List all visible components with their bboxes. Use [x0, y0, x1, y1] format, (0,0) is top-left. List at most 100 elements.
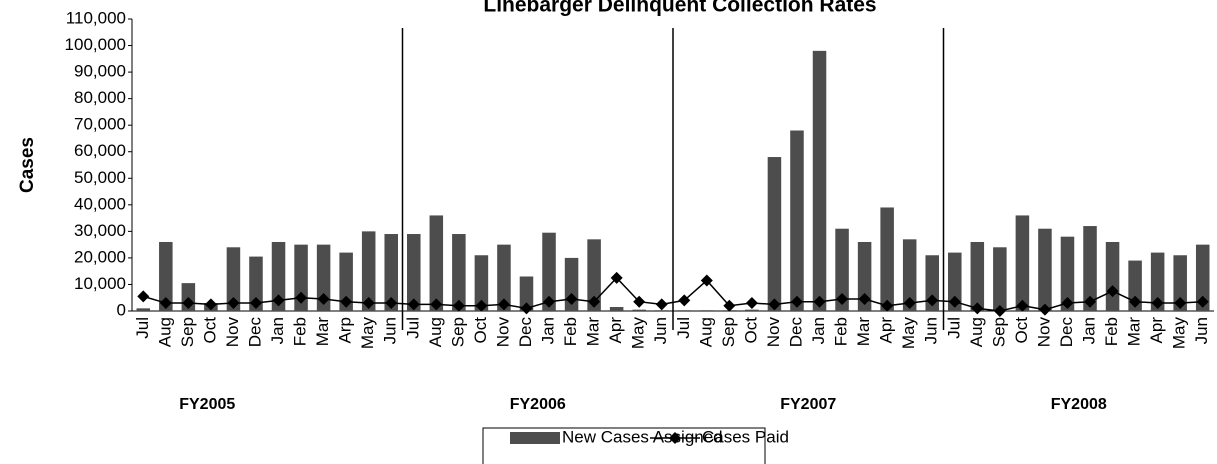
x-tick-label: Jan	[809, 317, 828, 344]
x-tick-label: Oct	[1012, 317, 1031, 344]
marker	[182, 297, 195, 310]
marker	[993, 305, 1006, 317]
x-tick-label: Dec	[516, 317, 535, 348]
bar	[857, 241, 872, 311]
x-tick-label: Apr	[1147, 317, 1166, 344]
bar	[159, 241, 173, 311]
bar	[654, 310, 669, 311]
marker	[430, 298, 443, 311]
marker	[610, 271, 623, 284]
bar	[474, 255, 489, 311]
bar	[497, 244, 511, 311]
x-tick-label: Dec	[245, 317, 264, 348]
marker	[227, 297, 240, 310]
bar	[948, 252, 962, 311]
marker	[926, 294, 939, 307]
x-tick-label: Nov	[764, 317, 783, 348]
marker	[903, 297, 916, 310]
x-tick-label: Mar	[313, 317, 332, 347]
bar	[790, 130, 804, 311]
x-tick-label: May	[1170, 317, 1189, 350]
x-tick-label: Aug	[155, 317, 174, 347]
marker	[340, 295, 353, 308]
legend-swatch	[510, 432, 560, 444]
group-label: FY2006	[510, 396, 566, 413]
legend-marker	[669, 432, 681, 444]
x-tick-label: Nov	[493, 317, 512, 348]
marker	[813, 295, 826, 308]
x-tick-label: Feb	[832, 317, 851, 346]
bar	[1128, 260, 1142, 311]
marker	[1196, 295, 1209, 308]
bar	[249, 256, 263, 311]
x-tick-label: Jul	[403, 317, 422, 339]
group-label: FY2005	[179, 396, 235, 413]
bar	[407, 234, 421, 311]
marker	[1106, 285, 1119, 298]
marker	[655, 298, 668, 311]
bar	[1173, 255, 1187, 311]
marker	[790, 295, 803, 308]
bar	[339, 252, 353, 311]
chart-title: Linebarger Delinquent Collection Rates	[483, 0, 876, 17]
marker	[1016, 299, 1029, 312]
marker	[745, 297, 758, 310]
bar	[587, 239, 601, 311]
bar	[519, 276, 534, 311]
bar	[452, 234, 466, 311]
marker	[407, 298, 420, 311]
marker	[948, 295, 961, 308]
bar	[384, 234, 398, 311]
x-tick-label: Sep	[989, 317, 1008, 347]
x-tick-label: Mar	[854, 317, 873, 347]
marker	[249, 297, 262, 310]
y-tick-label: 50,000	[74, 168, 126, 187]
bar	[1060, 236, 1075, 311]
bar	[745, 309, 759, 311]
marker	[272, 294, 285, 307]
bar	[294, 244, 308, 311]
marker	[295, 291, 308, 304]
x-tick-label: Oct	[200, 317, 219, 344]
x-tick-label: Aug	[696, 317, 715, 347]
bar	[767, 157, 782, 311]
x-tick-label: Sep	[448, 317, 467, 347]
x-tick-label: Jun	[922, 317, 941, 344]
x-tick-label: Jul	[674, 317, 693, 339]
marker	[543, 295, 556, 308]
marker	[497, 298, 510, 311]
x-tick-label: Oct	[471, 317, 490, 344]
marker	[858, 293, 871, 306]
x-tick-label: Arp	[336, 317, 355, 343]
x-tick-label: Jun	[381, 317, 400, 344]
marker	[1061, 297, 1074, 310]
marker	[362, 297, 375, 310]
bar	[136, 308, 151, 311]
y-tick-label: 40,000	[74, 194, 126, 213]
x-tick-label: May	[358, 317, 377, 350]
y-tick-label: 100,000	[65, 35, 126, 54]
x-tick-label: Jan	[268, 317, 287, 344]
bar	[902, 239, 917, 311]
x-tick-label: Apr	[877, 317, 896, 344]
marker	[700, 274, 713, 287]
bar	[970, 241, 985, 311]
x-tick-label: Jan	[1080, 317, 1099, 344]
y-tick-label: 60,000	[74, 141, 126, 160]
group-label: FY2007	[780, 396, 836, 413]
marker	[475, 299, 488, 312]
bar	[429, 215, 444, 311]
bar	[316, 244, 331, 311]
x-tick-label: Jul	[944, 317, 963, 339]
bar	[1150, 252, 1165, 311]
x-tick-label: Nov	[223, 317, 242, 348]
x-tick-label: Feb	[1102, 317, 1121, 346]
bar	[271, 241, 286, 311]
marker	[1151, 297, 1164, 310]
x-tick-label: Jun	[1192, 317, 1211, 344]
x-tick-label: Dec	[786, 317, 805, 348]
bar	[1195, 244, 1210, 311]
y-tick-label: 10,000	[74, 274, 126, 293]
x-tick-label: Feb	[561, 317, 580, 346]
x-tick-label: Feb	[291, 317, 310, 346]
